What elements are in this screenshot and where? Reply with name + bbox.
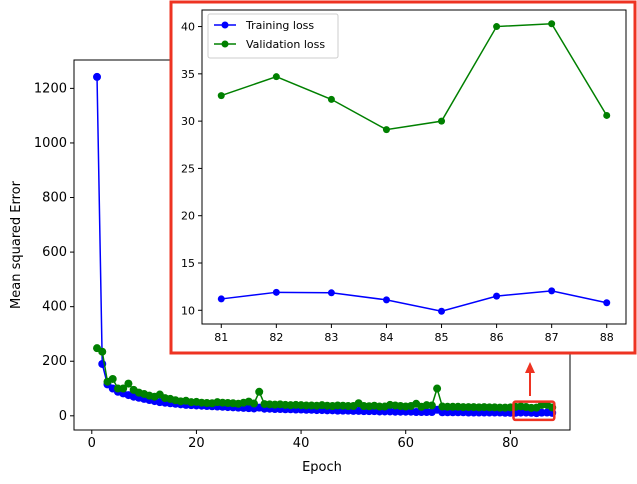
legend-entry-validation: Validation loss bbox=[214, 38, 325, 51]
inset-legend: Training loss Validation loss bbox=[207, 13, 339, 59]
data-point bbox=[124, 379, 133, 388]
x-tick-label: 20 bbox=[188, 436, 205, 451]
main-ylabel: Mean squared Error bbox=[9, 180, 24, 309]
x-tick-label: 60 bbox=[397, 436, 414, 451]
x-tick-label: 84 bbox=[379, 331, 393, 344]
data-point bbox=[327, 289, 335, 297]
data-point bbox=[427, 401, 436, 410]
data-point bbox=[493, 23, 501, 31]
series-line bbox=[221, 22, 608, 131]
data-point bbox=[217, 92, 225, 100]
data-point bbox=[382, 126, 390, 134]
y-tick-label: 40 bbox=[181, 21, 195, 34]
x-tick-label: 40 bbox=[293, 436, 310, 451]
y-tick-label: 30 bbox=[181, 115, 195, 128]
y-tick-label: 10 bbox=[181, 304, 195, 317]
data-point bbox=[327, 95, 335, 103]
data-point bbox=[433, 384, 442, 393]
x-tick-label: 0 bbox=[88, 436, 96, 451]
y-tick-label: 1000 bbox=[34, 136, 67, 151]
data-point bbox=[255, 387, 264, 396]
y-tick-label: 800 bbox=[42, 191, 67, 206]
zoom-arrow bbox=[525, 362, 535, 396]
x-tick-label: 81 bbox=[214, 331, 228, 344]
data-point bbox=[217, 295, 225, 303]
zoom-highlight-box bbox=[512, 400, 556, 422]
data-point bbox=[272, 73, 280, 81]
x-tick-label: 83 bbox=[324, 331, 338, 344]
y-tick-label: 1200 bbox=[34, 81, 67, 96]
legend-box bbox=[207, 13, 339, 59]
data-point bbox=[272, 288, 280, 296]
y-tick-label: 15 bbox=[181, 257, 195, 270]
x-tick-label: 86 bbox=[490, 331, 504, 344]
data-point bbox=[548, 287, 556, 295]
data-point bbox=[493, 292, 501, 300]
inset-axes: 81 82 83 84 85 86 87 88 10 15 20 25 30 35 40 bbox=[181, 21, 614, 344]
data-point bbox=[119, 384, 128, 393]
data-point bbox=[93, 72, 102, 81]
data-point bbox=[249, 399, 258, 408]
data-point bbox=[603, 111, 611, 119]
data-point bbox=[603, 299, 611, 307]
legend-label-training: Training loss bbox=[245, 19, 314, 32]
y-tick-label: 400 bbox=[42, 300, 67, 315]
inset-plot-area bbox=[201, 9, 627, 325]
data-point bbox=[438, 307, 446, 315]
y-tick-label: 25 bbox=[181, 162, 195, 175]
legend-entry-training: Training loss bbox=[214, 19, 314, 32]
x-tick-label: 87 bbox=[545, 331, 559, 344]
x-tick-label: 85 bbox=[435, 331, 449, 344]
x-tick-label: 88 bbox=[600, 331, 614, 344]
legend-label-validation: Validation loss bbox=[246, 38, 325, 51]
data-point bbox=[108, 374, 117, 383]
y-tick-label: 20 bbox=[181, 210, 195, 223]
x-tick-label: 80 bbox=[502, 436, 519, 451]
y-tick-label: 600 bbox=[42, 245, 67, 260]
inset-chart: 81 82 83 84 85 86 87 88 10 15 20 25 30 35 40 Training … bbox=[169, 0, 637, 355]
y-tick-label: 0 bbox=[59, 409, 67, 424]
y-tick-label: 35 bbox=[181, 68, 195, 81]
inset-series bbox=[217, 20, 611, 315]
x-tick-label: 82 bbox=[269, 331, 283, 344]
data-point bbox=[382, 296, 390, 304]
series-line bbox=[221, 290, 607, 313]
main-xlabel: Epoch bbox=[302, 460, 342, 475]
data-point bbox=[98, 347, 107, 356]
y-tick-label: 200 bbox=[42, 354, 67, 369]
data-point bbox=[438, 117, 446, 125]
data-point bbox=[548, 20, 556, 28]
main-series bbox=[93, 72, 557, 418]
